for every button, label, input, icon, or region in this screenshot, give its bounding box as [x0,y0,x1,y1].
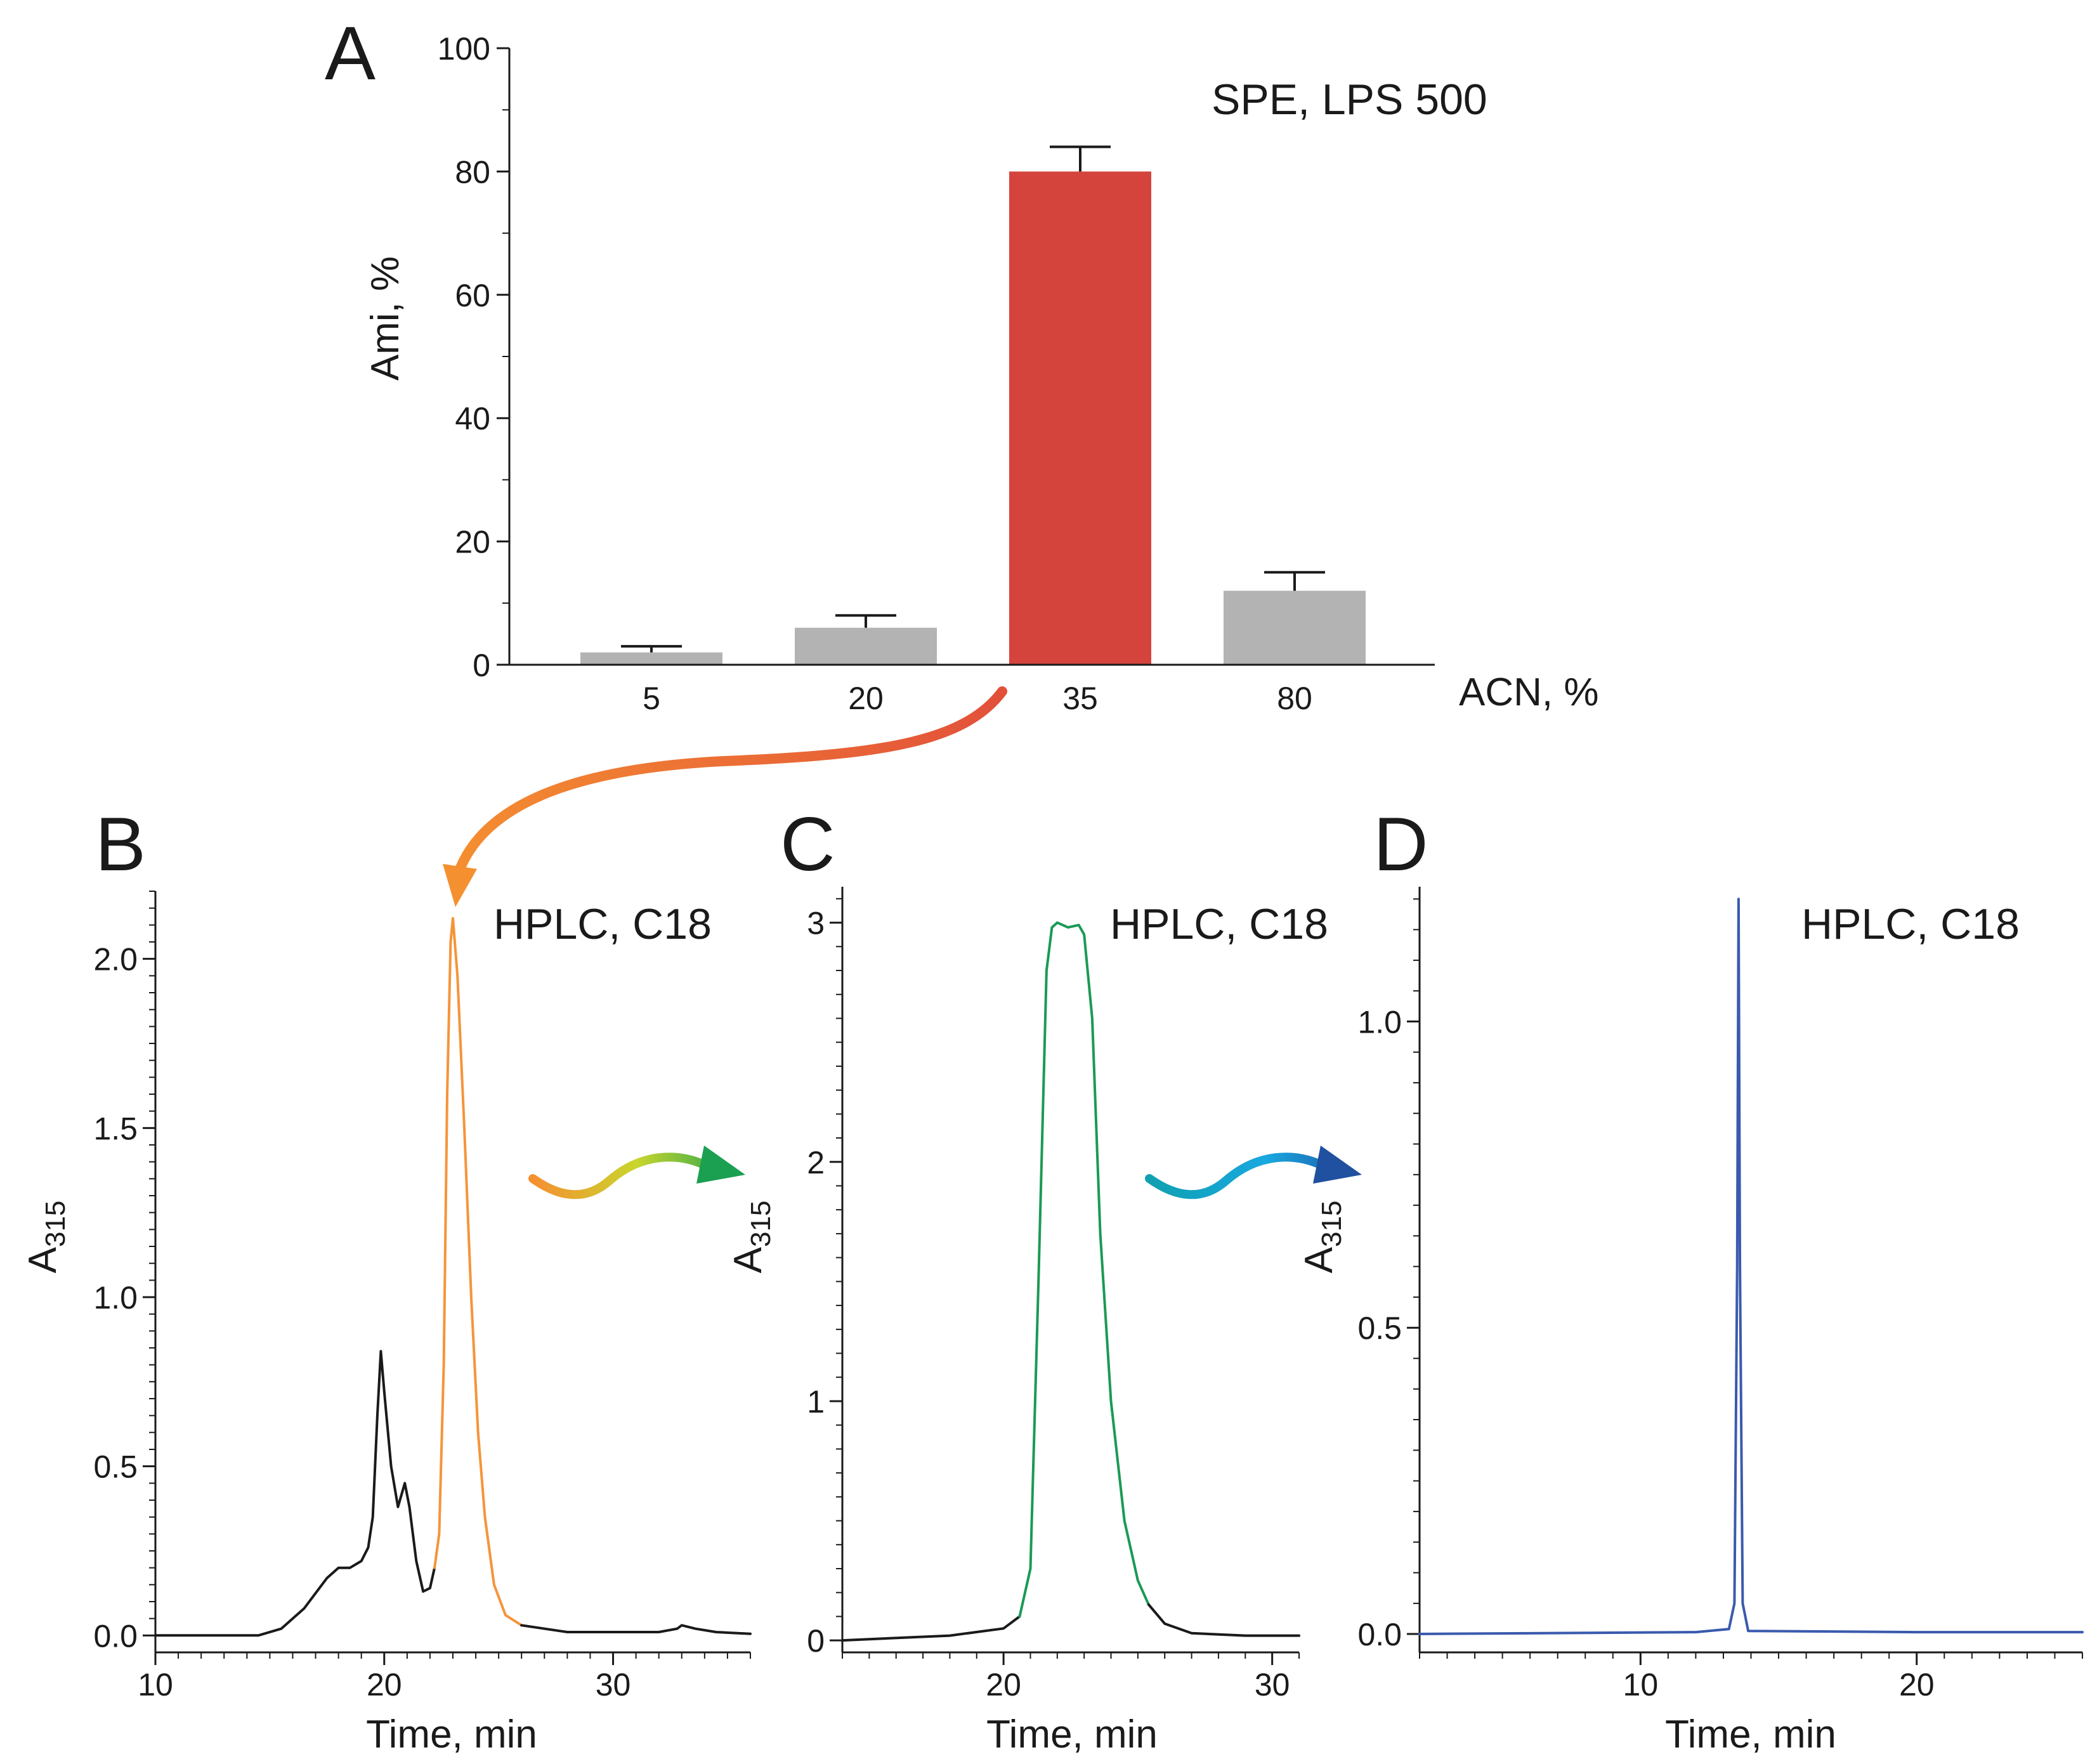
y-tick-label: 2.0 [93,942,138,977]
trace-tail [520,1624,752,1635]
y-tick-label: 3 [807,906,825,941]
trace-crude [154,1350,436,1637]
panel-d-plot: 10 20 0.0 0.5 1.0 [1357,887,2084,1702]
arrow-b-to-c [528,1153,714,1199]
y-tick-label: 1.0 [1357,1004,1402,1040]
panel-c-y-axis-title-sub: 315 [745,1201,776,1247]
error-bar-35 [1050,145,1111,172]
x-tick-label: 10 [1623,1667,1659,1702]
panel-d-y-axis-title-main: A [1297,1246,1341,1273]
x-tick-label-20: 20 [848,681,884,716]
panel-a-x-axis-title: ACN, % [1459,670,1598,714]
panel-b-y-axis-title: A315 [21,1201,71,1274]
y-tick-label: 0.5 [1357,1310,1402,1346]
panel-b-y-axis-title-sub: 315 [40,1201,71,1247]
arrow-c-to-d [1145,1153,1330,1199]
error-bar-80 [1264,571,1325,591]
panel-b-plot: 10 20 30 0.0 0.5 1.0 1.5 2.0 [93,891,752,1702]
panel-c-y-axis-title: A315 [726,1201,776,1274]
panel-b-label: B [95,802,146,887]
trace-purified [1418,898,2084,1635]
x-tick-label-5: 5 [643,681,660,716]
x-tick-label-35: 35 [1062,681,1098,716]
panel-a-y-axis-title: Ami, % [363,256,407,381]
y-tick-label: 40 [455,401,490,436]
y-tick-label: 0 [807,1623,825,1659]
y-tick-label: 0.0 [93,1618,138,1654]
y-tick-label: 20 [455,525,490,560]
x-tick-label: 20 [986,1667,1021,1702]
panel-d: D HPLC, C18 Time, min A315 10 20 0.0 0.5 1.0 [1297,802,2084,1756]
panel-d-y-axis-title-sub: 315 [1316,1201,1347,1247]
y-tick-label: 0.0 [1357,1617,1402,1652]
arrow-a-to-b-head [443,864,477,907]
panel-b: B HPLC, C18 Time, min A315 10 20 300.00.51… [21,802,752,1756]
trace-pre [841,1615,1021,1642]
panel-c-y-axis-title-main: A [726,1246,770,1273]
panel-a: A SPE, LPS 500 Ami, % ACN, % 5 20 35 80 0 20 4… [325,11,1598,716]
panel-c-x-axis-title: Time, min [986,1713,1158,1756]
x-tick-label: 20 [367,1667,402,1702]
bar-80 [1224,591,1366,665]
trace-collected-fraction [1018,921,1150,1618]
y-tick-label: 0 [473,648,490,683]
x-tick-label: 10 [138,1667,173,1702]
panel-b-x-axis-title: Time, min [366,1713,537,1756]
arrow-a-to-b [453,686,1007,879]
bar-20 [795,627,937,665]
y-tick-label: 1.5 [93,1111,138,1146]
x-tick-label: 20 [1899,1667,1935,1702]
y-tick-label: 100 [438,31,490,67]
bar-5 [580,652,722,665]
panel-a-label: A [325,11,376,96]
panel-d-label: D [1373,802,1428,887]
panel-d-x-axis-title: Time, min [1665,1713,1836,1756]
x-tick-label: 30 [596,1667,631,1702]
trace-post [1147,1603,1300,1637]
y-tick-label: 1.0 [93,1280,138,1316]
trace-collected-fraction [433,917,523,1627]
y-tick-label: 80 [455,154,490,190]
panel-a-annotation: SPE, LPS 500 [1212,75,1487,124]
error-bar-5 [621,644,682,653]
panel-c: C HPLC, C18 Time, min A315 20 30 0 1 2 3 [726,802,1328,1756]
y-tick-label: 2 [807,1145,825,1180]
x-tick-label: 30 [1255,1667,1290,1702]
panel-b-y-axis-title-main: A [21,1246,65,1273]
x-tick-label-80: 80 [1277,681,1312,716]
y-tick-label: 0.5 [93,1449,138,1485]
error-bar-20 [835,614,896,628]
panel-a-plot: 5 20 35 80 0 20 40 60 80 100 [438,31,1435,716]
bar-35 [1009,171,1151,665]
y-tick-label: 1 [807,1384,825,1420]
panel-d-annotation: HPLC, C18 [1801,900,2020,948]
arrow-c-to-d-head [1313,1146,1362,1184]
panel-c-annotation: HPLC, C18 [1110,900,1328,948]
y-tick-label: 60 [455,278,490,313]
panel-c-plot: 20 30 0 1 2 3 [807,887,1300,1702]
panel-c-label: C [780,802,835,887]
arrow-b-to-c-head [696,1146,745,1184]
panel-b-annotation: HPLC, C18 [493,900,712,948]
connector-arrows [443,686,1362,1199]
panel-d-y-axis-title: A315 [1297,1201,1347,1274]
